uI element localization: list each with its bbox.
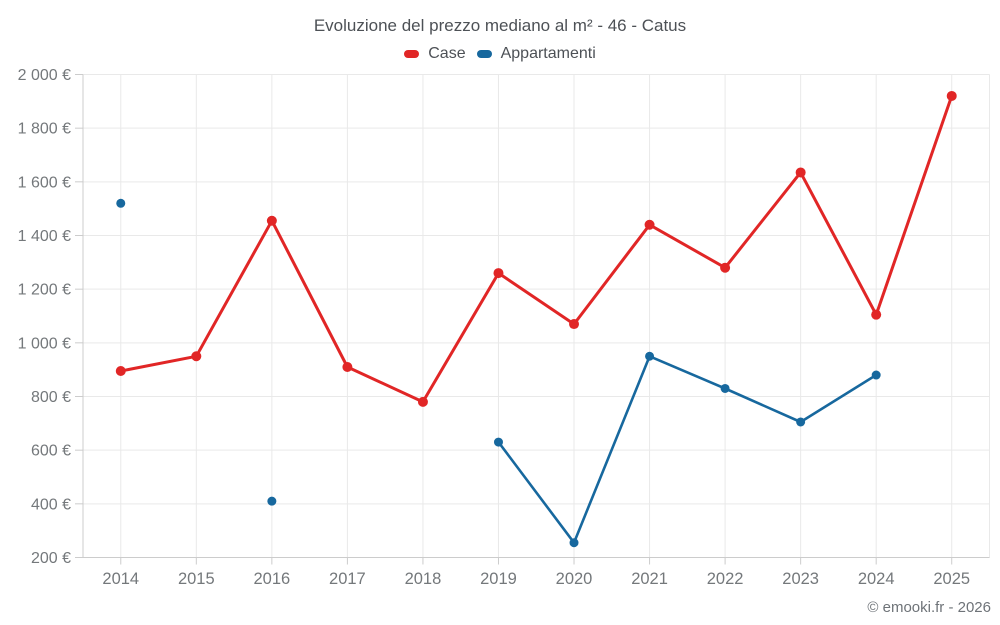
data-point-case-2017[interactable]: [342, 361, 353, 372]
legend-item-appartamenti[interactable]: Appartamenti: [476, 45, 596, 63]
legend-item-case[interactable]: Case: [404, 45, 466, 63]
x-tick-label: 2021: [631, 570, 668, 588]
x-tick-label: 2022: [707, 570, 744, 588]
x-tick-label: 2017: [329, 570, 366, 588]
data-point-appartamenti-2016[interactable]: [267, 496, 277, 506]
x-tick-label: 2023: [782, 570, 819, 588]
legend-label-case: Case: [428, 45, 466, 62]
series-line-case: [119, 94, 954, 404]
data-point-case-2019[interactable]: [493, 268, 504, 279]
y-tick-label: 1 000 €: [18, 335, 71, 352]
data-point-case-2024[interactable]: [871, 309, 882, 320]
data-point-case-2023[interactable]: [795, 167, 806, 178]
data-point-appartamenti-2024[interactable]: [871, 370, 881, 380]
data-point-appartamenti-2019[interactable]: [493, 437, 503, 447]
chart-title: Evoluzione del prezzo mediano al m² - 46…: [313, 16, 687, 35]
data-point-appartamenti-2021[interactable]: [645, 351, 655, 361]
data-point-case-2016[interactable]: [266, 215, 277, 226]
y-tick-label: 1 600 €: [18, 174, 71, 191]
data-point-case-2014[interactable]: [115, 366, 126, 377]
data-point-case-2025[interactable]: [946, 90, 957, 101]
x-tick-label: 2015: [178, 570, 215, 588]
data-point-appartamenti-2023[interactable]: [796, 417, 806, 427]
x-tick-label: 2018: [405, 570, 442, 588]
x-tick-label: 2020: [556, 570, 593, 588]
x-tick-label: 2024: [858, 570, 895, 588]
data-point-case-2015[interactable]: [191, 351, 202, 362]
y-tick-label: 400 €: [31, 496, 71, 513]
y-tick-label: 1 800 €: [18, 121, 71, 138]
y-tick-label: 200 €: [31, 550, 71, 567]
legend: Case Appartamenti: [0, 45, 1000, 63]
series-line-appartamenti: [497, 355, 878, 544]
data-point-appartamenti-2014[interactable]: [116, 198, 126, 208]
x-tick-label: 2025: [933, 570, 970, 588]
x-tick-label: 2019: [480, 570, 517, 588]
x-tick-label: 2014: [102, 570, 139, 588]
data-point-case-2020[interactable]: [569, 319, 580, 330]
data-point-case-2021[interactable]: [644, 219, 655, 230]
credit-link[interactable]: © emooki.fr - 2026: [867, 599, 991, 616]
data-point-case-2022[interactable]: [720, 262, 731, 273]
y-tick-label: 800 €: [31, 389, 71, 406]
data-point-appartamenti-2022[interactable]: [720, 383, 730, 393]
y-tick-label: 600 €: [31, 443, 71, 460]
legend-swatch-case-icon: [404, 50, 420, 58]
x-tick-label: 2016: [253, 570, 290, 588]
data-point-case-2018[interactable]: [417, 396, 428, 407]
legend-label-appartamenti: Appartamenti: [500, 45, 596, 62]
data-point-appartamenti-2020[interactable]: [569, 538, 579, 548]
legend-swatch-appartamenti-icon: [476, 50, 492, 58]
y-tick-label: 2 000 €: [18, 67, 71, 84]
y-tick-label: 1 400 €: [18, 228, 71, 245]
y-tick-label: 1 200 €: [18, 282, 71, 299]
